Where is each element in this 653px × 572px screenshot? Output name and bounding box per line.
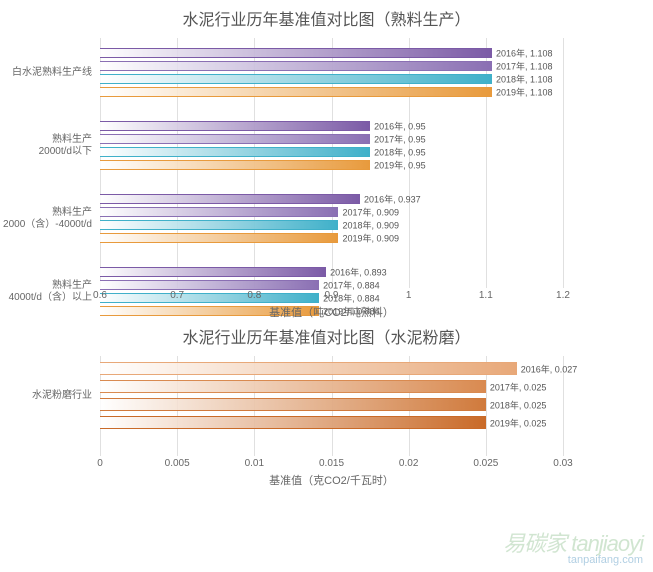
bar bbox=[100, 207, 338, 217]
bar-label: 2017年, 1.108 bbox=[496, 60, 553, 73]
bar bbox=[100, 147, 370, 157]
x-tick: 1.1 bbox=[479, 290, 493, 301]
bar bbox=[100, 267, 326, 277]
x-tick: 0.025 bbox=[473, 458, 498, 469]
bar bbox=[100, 398, 486, 411]
chart1-x-axis: 0.60.70.80.911.11.2基准值（吨CO2/吨熟料） bbox=[100, 288, 563, 318]
chart1-plot: 2016年, 1.1082017年, 1.1082018年, 1.1082019… bbox=[0, 38, 653, 288]
chart1-title: 水泥行业历年基准值对比图（熟料生产） bbox=[0, 0, 653, 34]
bar bbox=[100, 362, 517, 375]
chart2-title: 水泥行业历年基准值对比图（水泥粉磨） bbox=[0, 318, 653, 352]
y-category-label: 熟料生产4000t/d（含）以上 bbox=[0, 280, 92, 304]
x-tick: 0.02 bbox=[399, 458, 418, 469]
bar bbox=[100, 233, 338, 243]
bar-label: 2018年, 0.025 bbox=[490, 398, 547, 411]
bar bbox=[100, 416, 486, 429]
watermark: 易碳家 tanjiaoyi tanpaifang.com bbox=[503, 526, 643, 566]
bar bbox=[100, 121, 370, 131]
chart-grinding: 水泥行业历年基准值对比图（水泥粉磨） 2016年, 0.027 2017年, 0.0… bbox=[0, 318, 653, 486]
x-tick: 0.9 bbox=[325, 290, 339, 301]
bar-label: 2016年, 0.937 bbox=[364, 193, 421, 206]
bar-label: 2017年, 0.025 bbox=[490, 380, 547, 393]
chart1-bars-area: 2016年, 1.1082017年, 1.1082018年, 1.1082019… bbox=[100, 38, 563, 288]
y-category-label: 熟料生产2000（含）-4000t/d bbox=[0, 207, 92, 231]
x-tick: 1 bbox=[406, 290, 412, 301]
bar-label: 2018年, 0.95 bbox=[374, 146, 426, 159]
x-tick: 0.8 bbox=[247, 290, 261, 301]
bar bbox=[100, 194, 360, 204]
bar-label: 2016年, 1.108 bbox=[496, 47, 553, 60]
bar bbox=[100, 87, 492, 97]
bar-label: 2017年, 0.95 bbox=[374, 133, 426, 146]
y-category-label: 熟料生产2000t/d以下 bbox=[0, 134, 92, 158]
x-tick: 0.005 bbox=[165, 458, 190, 469]
bar bbox=[100, 61, 492, 71]
x-tick: 1.2 bbox=[556, 290, 570, 301]
bar-label: 2019年, 0.909 bbox=[342, 232, 399, 245]
chart-clinker: 水泥行业历年基准值对比图（熟料生产） 2016年, 1.1082017年, 1.1… bbox=[0, 0, 653, 318]
watermark-line1: 易碳家 tanjiaoyi bbox=[503, 526, 643, 558]
bar-label: 2016年, 0.95 bbox=[374, 120, 426, 133]
bar-label: 2019年, 1.108 bbox=[496, 86, 553, 99]
bar-label: 2019年, 0.95 bbox=[374, 159, 426, 172]
bar bbox=[100, 74, 492, 84]
bar bbox=[100, 380, 486, 393]
bar-label: 2016年, 0.027 bbox=[521, 362, 578, 375]
y-category-label: 水泥粉磨行业 bbox=[0, 390, 92, 402]
x-tick: 0.015 bbox=[319, 458, 344, 469]
y-category-label: 白水泥熟料生产线 bbox=[0, 67, 92, 79]
bar bbox=[100, 48, 492, 58]
chart2-plot: 2016年, 0.027 2017年, 0.025 2018年, 0.025 2019… bbox=[0, 356, 653, 456]
grid-line bbox=[563, 38, 564, 288]
x-tick: 0 bbox=[97, 458, 103, 469]
watermark-line2: tanpaifang.com bbox=[503, 554, 643, 566]
x-tick: 0.6 bbox=[93, 290, 107, 301]
bar bbox=[100, 220, 338, 230]
x-tick: 0.03 bbox=[553, 458, 572, 469]
chart2-x-axis: 00.0050.010.0150.020.0250.03基准值（克CO2/千瓦时… bbox=[100, 456, 563, 486]
bar bbox=[100, 134, 370, 144]
bar-label: 2019年, 0.025 bbox=[490, 416, 547, 429]
bar-label: 2018年, 1.108 bbox=[496, 73, 553, 86]
chart2-x-label: 基准值（克CO2/千瓦时） bbox=[269, 472, 394, 488]
x-tick: 0.7 bbox=[170, 290, 184, 301]
chart2-bars-area: 2016年, 0.0272017年, 0.0252018年, 0.0252019… bbox=[100, 356, 563, 456]
bar-label: 2016年, 0.893 bbox=[330, 266, 387, 279]
bar-label: 2017年, 0.909 bbox=[342, 206, 399, 219]
bar-label: 2018年, 0.909 bbox=[342, 219, 399, 232]
x-tick: 0.01 bbox=[245, 458, 264, 469]
bar bbox=[100, 160, 370, 170]
